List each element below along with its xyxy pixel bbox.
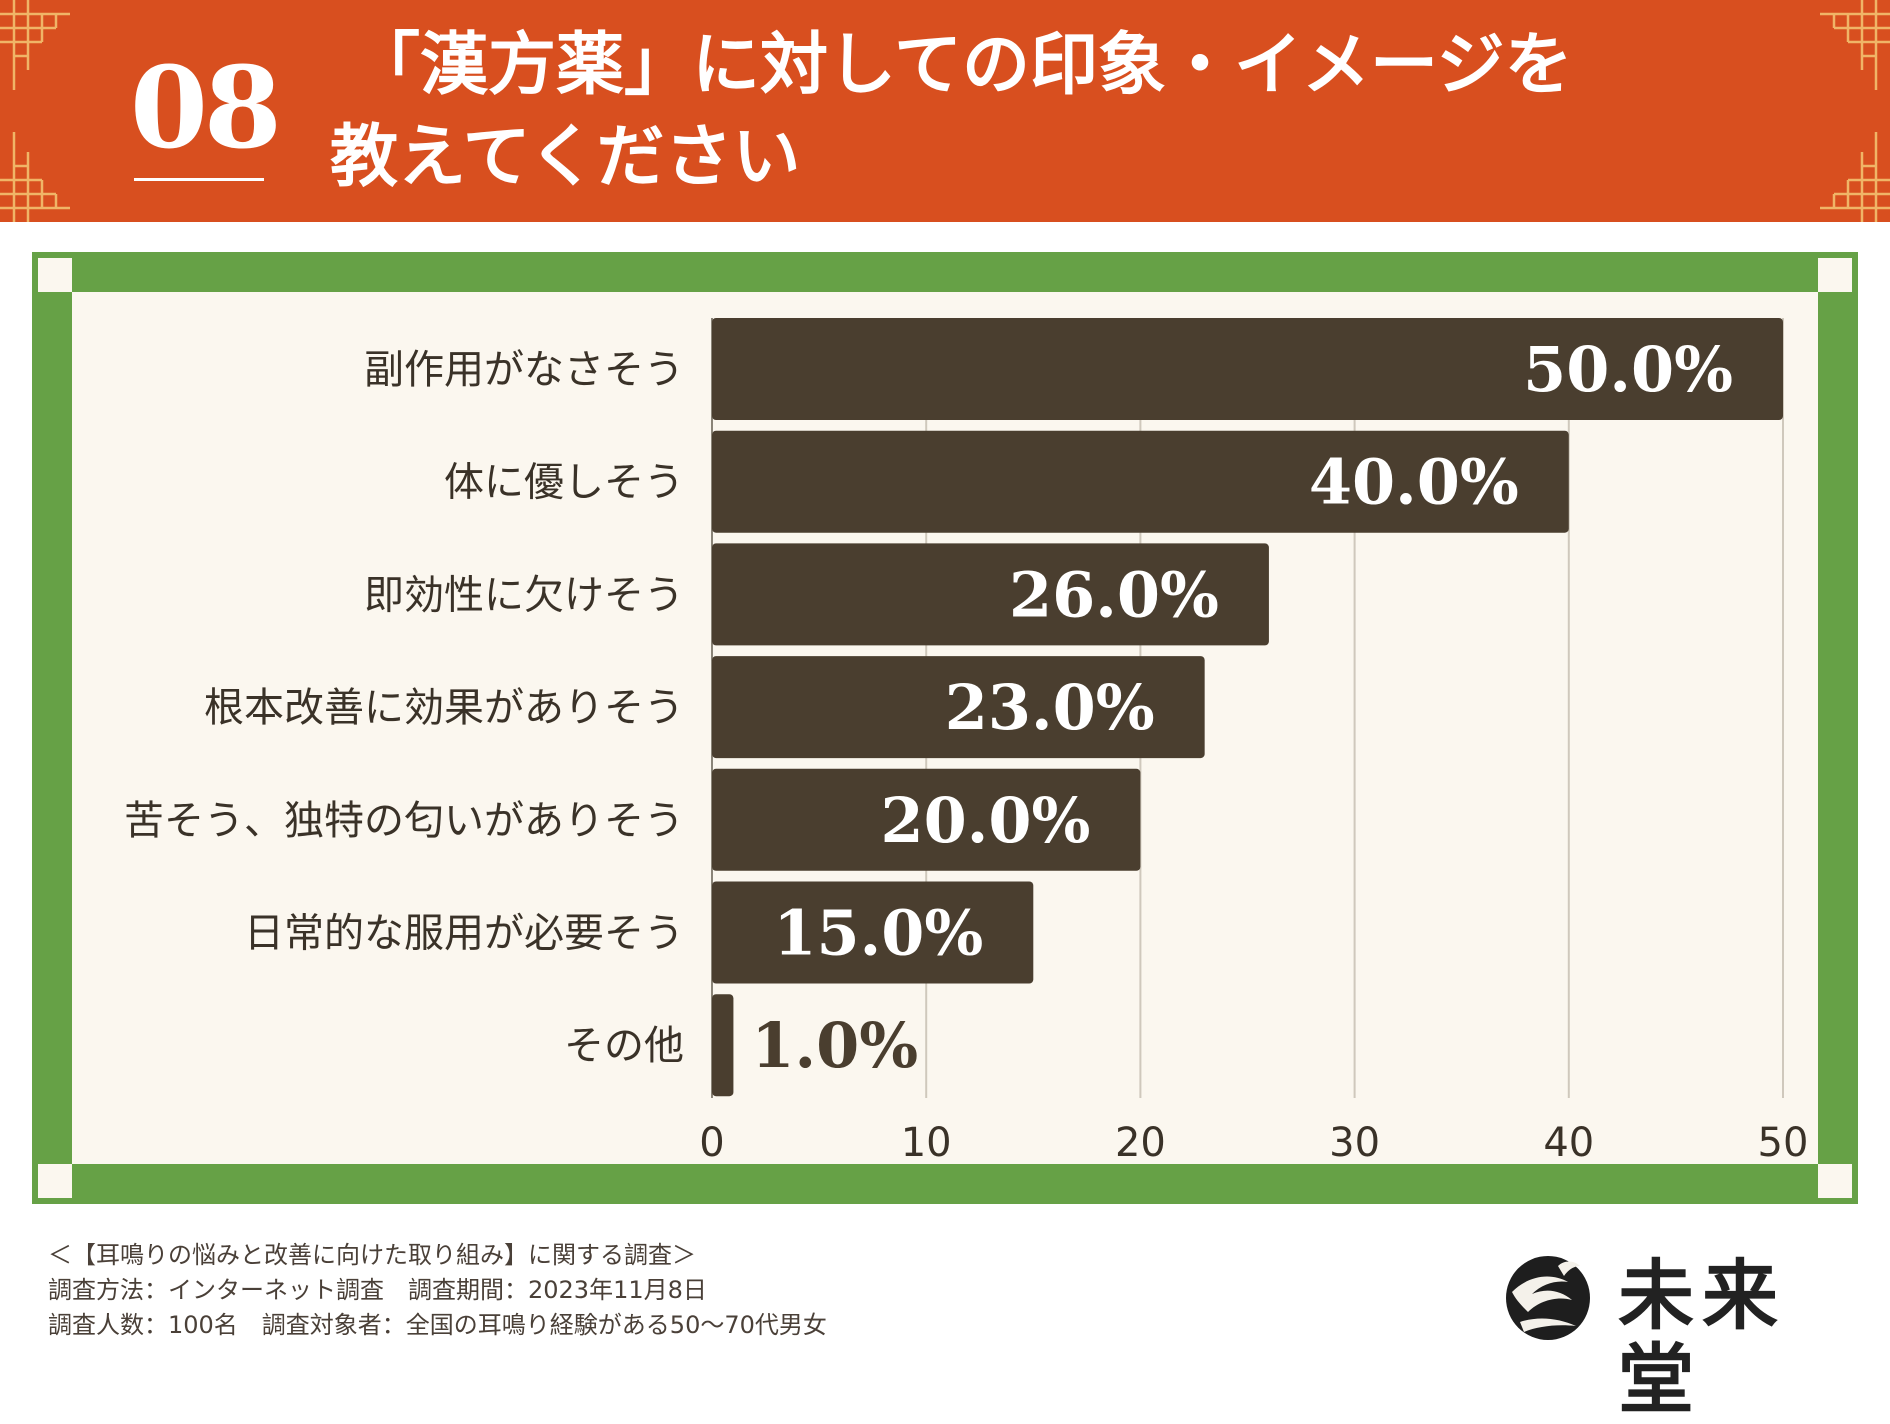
frame-corner-bottom-left bbox=[38, 1164, 72, 1198]
bar bbox=[712, 656, 1205, 759]
survey-method: 調査方法：インターネット調査 調査期間：2023年11月8日 bbox=[48, 1276, 707, 1304]
frame-corner-top-left bbox=[38, 258, 72, 292]
bar bbox=[712, 430, 1569, 533]
value-label: 15.0% bbox=[773, 897, 983, 970]
value-label: 26.0% bbox=[1009, 558, 1219, 631]
frame-corner-bottom-right bbox=[1818, 1164, 1852, 1198]
value-label: 40.0% bbox=[1309, 446, 1519, 519]
labels: 0 10 20 30 40 50 副作用がなさそう 50.0% 体に優しそう 40.0% 即効性に欠… bbox=[124, 333, 1808, 1166]
brand-name: 未来堂 bbox=[1618, 1251, 1786, 1424]
question-number: 08 bbox=[130, 43, 282, 174]
bar bbox=[712, 881, 1034, 984]
value-label: 50.0% bbox=[1523, 333, 1733, 406]
survey-sample: 調査人数：100名 調査対象者：全国の耳鳴り経験がある50〜70代男女 bbox=[48, 1311, 827, 1339]
header-banner: 08 「漢方薬」に対しての印象・イメージを 教えてください bbox=[0, 0, 1890, 222]
x-tick-label: 30 bbox=[1329, 1120, 1380, 1166]
category-label: 体に優しそう bbox=[444, 460, 684, 506]
bar bbox=[712, 768, 1141, 871]
value-label: 23.0% bbox=[945, 671, 1155, 744]
corner-ornament-top-left-icon bbox=[0, 0, 70, 90]
value-label: 20.0% bbox=[880, 784, 1090, 857]
crane-circle-icon bbox=[1506, 1256, 1590, 1340]
bar bbox=[712, 994, 734, 1097]
x-tick-label: 50 bbox=[1758, 1120, 1809, 1166]
value-label: 1.0% bbox=[751, 1009, 918, 1082]
survey-title: ＜【耳鳴りの悩みと改善に向けた取り組み】に関する調査＞ bbox=[48, 1241, 696, 1269]
question-title-line2: 教えてください bbox=[330, 118, 801, 197]
frame-corner-top-right bbox=[1818, 258, 1852, 292]
category-label: 苦そう、独特の匂いがありそう bbox=[124, 798, 684, 844]
bars bbox=[712, 318, 1783, 1097]
bar bbox=[712, 543, 1269, 646]
x-tick-label: 0 bbox=[699, 1120, 724, 1166]
question-title: 「漢方薬」に対しての印象・イメージを 教えてください bbox=[330, 20, 1573, 204]
x-tick-label: 20 bbox=[1115, 1120, 1166, 1166]
corner-ornament-bottom-right-icon bbox=[1820, 132, 1890, 222]
brand-logo: 未来堂 bbox=[1498, 1246, 1858, 1422]
bar bbox=[712, 318, 1783, 420]
category-label: 即効性に欠けそう bbox=[364, 572, 684, 618]
corner-ornament-bottom-left-icon bbox=[0, 132, 70, 222]
x-tick-label: 40 bbox=[1543, 1120, 1594, 1166]
survey-notes: ＜【耳鳴りの悩みと改善に向けた取り組み】に関する調査＞ 調査方法：インターネット… bbox=[48, 1238, 827, 1343]
category-label: 根本改善に効果がありそう bbox=[204, 685, 684, 731]
bar-chart: 0 10 20 30 40 50 副作用がなさそう 50.0% 体に優しそう 40.0% 即効性に欠… bbox=[124, 318, 1808, 1166]
corner-ornament-top-right-icon bbox=[1820, 0, 1890, 90]
category-label: 日常的な服用が必要そう bbox=[244, 911, 684, 957]
question-number-underline bbox=[134, 178, 264, 181]
category-label: 副作用がなさそう bbox=[364, 347, 684, 393]
x-tick-label: 10 bbox=[901, 1120, 952, 1166]
category-label: その他 bbox=[564, 1023, 684, 1069]
question-title-line1: 「漢方薬」に対しての印象・イメージを bbox=[352, 26, 1573, 105]
